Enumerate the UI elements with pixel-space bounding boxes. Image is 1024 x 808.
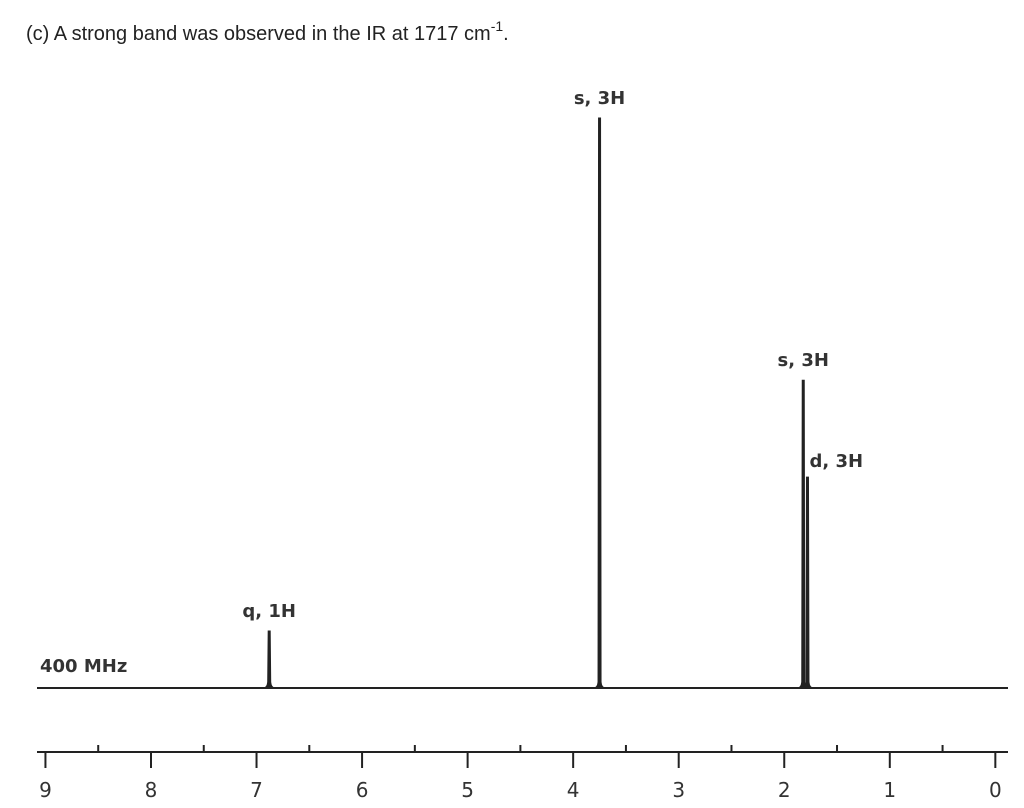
x-tick-label: 0: [989, 778, 1002, 802]
frequency-label: 400 MHz: [40, 656, 127, 677]
x-tick-label: 5: [461, 778, 474, 802]
peak-annotation: q, 1H: [242, 601, 296, 622]
peak-annotation: s, 3H: [574, 88, 625, 109]
peak: [263, 630, 276, 689]
x-tick-label: 3: [672, 778, 685, 802]
x-tick-label: 4: [567, 778, 580, 802]
title-end: .: [503, 23, 509, 45]
title-superscript: -1: [491, 18, 504, 34]
x-tick-label: 2: [778, 778, 791, 802]
peak: [593, 117, 606, 689]
peak: [801, 476, 814, 689]
x-tick-label: 6: [356, 778, 369, 802]
title-text: (c) A strong band was observed in the IR…: [26, 23, 491, 45]
x-tick-label: 1: [883, 778, 896, 802]
peak-annotation: d, 3H: [809, 451, 863, 472]
x-tick-label: 7: [250, 778, 263, 802]
chart-title: (c) A strong band was observed in the IR…: [26, 18, 509, 45]
x-tick-label: 8: [145, 778, 158, 802]
peak-annotation: s, 3H: [778, 350, 829, 371]
x-tick-label: 9: [39, 778, 52, 802]
